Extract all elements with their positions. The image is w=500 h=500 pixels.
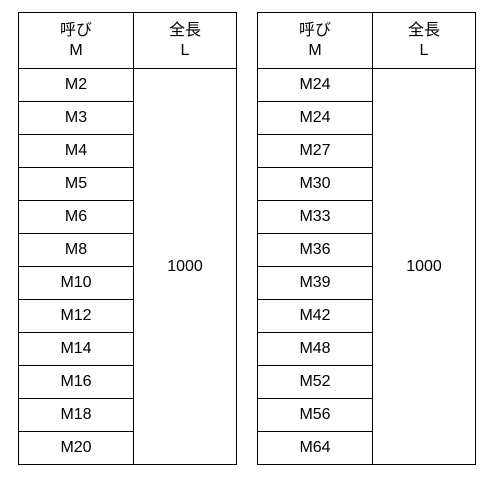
header-name-jp: 呼び	[258, 21, 372, 40]
tables-wrap: 呼び M 全長 L M2 1000 M3 M4 M5 M6 M8 M10 M12…	[0, 0, 500, 477]
table-header-row: 呼び M 全長 L	[258, 13, 476, 69]
cell-name: M30	[258, 168, 373, 201]
table-header-row: 呼び M 全長 L	[19, 13, 237, 69]
cell-name: M18	[19, 399, 134, 432]
cell-length: 1000	[373, 69, 476, 465]
cell-name: M36	[258, 234, 373, 267]
header-len-jp: 全長	[134, 21, 236, 40]
header-name-jp: 呼び	[19, 21, 133, 40]
right-table: 呼び M 全長 L M24 1000 M24 M27 M30 M33 M36 M…	[257, 12, 476, 465]
header-name: 呼び M	[258, 13, 373, 69]
header-name-sym: M	[19, 41, 133, 60]
header-len-sym: L	[134, 41, 236, 60]
cell-name: M52	[258, 366, 373, 399]
cell-name: M24	[258, 102, 373, 135]
cell-name: M2	[19, 69, 134, 102]
cell-name: M5	[19, 168, 134, 201]
cell-name: M12	[19, 300, 134, 333]
cell-name: M14	[19, 333, 134, 366]
cell-name: M24	[258, 69, 373, 102]
cell-name: M64	[258, 432, 373, 465]
cell-length: 1000	[134, 69, 237, 465]
table-row: M2 1000	[19, 69, 237, 102]
cell-name: M10	[19, 267, 134, 300]
cell-name: M4	[19, 135, 134, 168]
header-len-sym: L	[373, 41, 475, 60]
table-row: M24 1000	[258, 69, 476, 102]
header-name: 呼び M	[19, 13, 134, 69]
cell-name: M8	[19, 234, 134, 267]
header-len-jp: 全長	[373, 21, 475, 40]
cell-name: M48	[258, 333, 373, 366]
header-length: 全長 L	[134, 13, 237, 69]
cell-name: M42	[258, 300, 373, 333]
header-length: 全長 L	[373, 13, 476, 69]
cell-name: M27	[258, 135, 373, 168]
cell-name: M3	[19, 102, 134, 135]
cell-name: M16	[19, 366, 134, 399]
cell-name: M39	[258, 267, 373, 300]
cell-name: M20	[19, 432, 134, 465]
header-name-sym: M	[258, 41, 372, 60]
cell-name: M33	[258, 201, 373, 234]
left-table: 呼び M 全長 L M2 1000 M3 M4 M5 M6 M8 M10 M12…	[18, 12, 237, 465]
cell-name: M56	[258, 399, 373, 432]
cell-name: M6	[19, 201, 134, 234]
